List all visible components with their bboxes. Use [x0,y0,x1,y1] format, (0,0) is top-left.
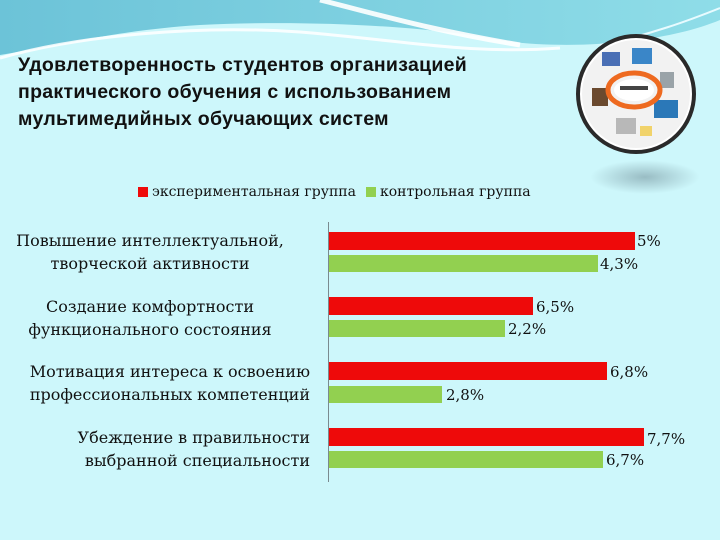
category-label: Мотивация интереса к освоению профессион… [0,360,310,406]
bar-value-label: 6,5% [536,298,575,316]
bar-control [329,386,442,403]
slide-title-line: Удовлетворенность студентов организацией [18,54,468,76]
bar-control [329,255,598,272]
chart-legend: экспериментальная группа контрольная гру… [138,184,541,200]
category-label-line: Убеждение в правильности [77,428,310,447]
bar-experimental [329,297,533,315]
bar-control [329,451,603,468]
bar-value-label: 5% [637,232,661,250]
category-label: Создание комфортности функционального со… [0,295,310,341]
category-label-line: функционального состояния [28,320,272,339]
bar-value-label: 6,7% [606,451,645,469]
legend-swatch-green [365,187,376,197]
legend-swatch-red [138,187,148,197]
slide-title: Удовлетворенность студентов организацией… [18,52,578,133]
header-swoosh-decoration [0,0,720,60]
category-label-line: творческой активности [50,254,250,273]
category-label: Повышение интеллектуальной, творческой а… [0,229,310,275]
legend-item-experimental: экспериментальная группа [138,184,356,200]
category-label-line: профессиональных компетенций [29,385,310,404]
slide-title-line: практического обучения с использованием [18,81,452,103]
bar-experimental [329,232,635,250]
image-shadow [590,160,700,194]
multimedia-devices-circle-icon [576,34,696,154]
category-label-line: Создание комфортности [46,297,254,316]
bar-control [329,320,505,337]
category-axis-line [328,222,329,482]
legend-label: контрольная группа [379,184,531,200]
legend-label: экспериментальная группа [152,184,356,200]
category-label: Убеждение в правильности выбранной специ… [0,426,310,472]
category-label-line: Мотивация интереса к освоению [29,362,310,381]
category-label-line: Повышение интеллектуальной, [16,231,284,250]
bar-value-label: 6,8% [610,363,649,381]
bar-experimental [329,362,607,380]
bar-value-label: 4,3% [600,255,639,273]
bar-experimental [329,428,644,446]
bar-value-label: 7,7% [647,430,686,448]
bar-value-label: 2,8% [446,386,485,404]
bar-value-label: 2,2% [508,320,547,338]
legend-item-control: контрольная группа [365,184,531,200]
category-label-line: выбранной специальности [84,451,310,470]
slide-title-line: мультимедийных обучающих систем [18,108,389,130]
